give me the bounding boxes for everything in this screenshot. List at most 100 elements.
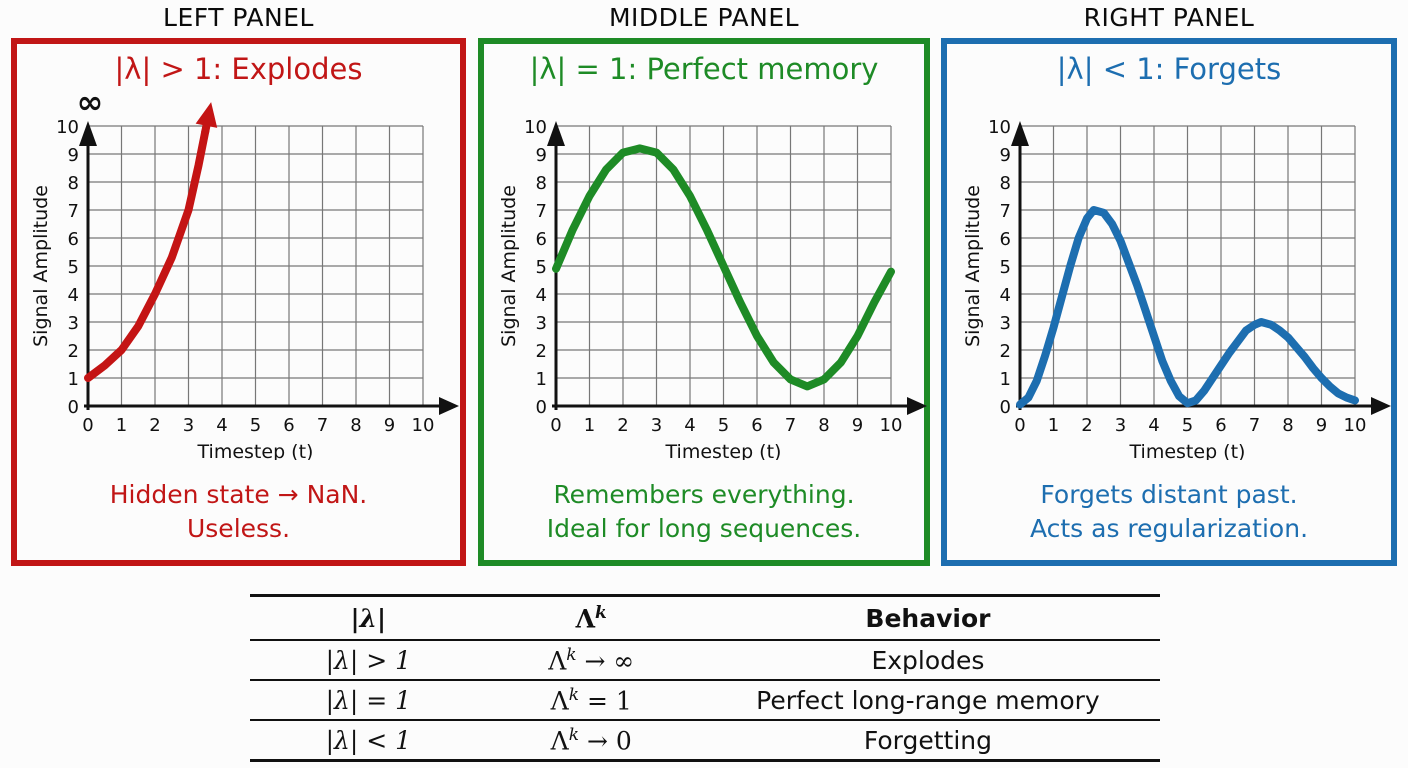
y-tick-label: 5 [68,257,79,278]
x-tick-label: 10 [1344,415,1367,436]
x-axis-label: Timestep (t) [1129,441,1246,460]
infinity-symbol: ∞ [77,88,104,121]
chart-explodes: 0 1 2 3 4 5 6 7 8 9 10 0 1 2 3 4 5 6 7 8 9 10 Timestep (t) Sign… [33,88,459,460]
cell-lambda-k: Λk = 1 [487,685,696,715]
y-tick-label: 4 [68,285,79,306]
x-tick-label: 3 [183,415,194,436]
y-tick-label: 1 [68,369,79,390]
x-tick-label: 4 [684,415,695,436]
y-tick-label: 0 [68,397,79,418]
y-tick-label: 9 [536,145,547,166]
y-tick-label: 4 [536,285,547,306]
x-tick-label: 6 [1215,415,1226,436]
x-tick-label: 2 [149,415,160,436]
y-tick-label: 0 [536,397,547,418]
caption-line: Useless. [186,514,291,543]
y-tick-label: 10 [56,117,79,138]
signal-curve [1016,206,1359,409]
panel-right-title: |λ| < 1: Forgets [1056,52,1282,86]
y-tick-label: 1 [1000,369,1011,390]
x-tick-label: 10 [412,415,435,436]
table-row: |λ| < 1 Λk → 0 Forgetting [250,721,1160,759]
x-tick-label: 5 [718,415,729,436]
panel-left-title: |λ| > 1: Explodes [114,52,363,86]
x-tick-label: 8 [1282,415,1293,436]
cell-lambda: |λ| > 1 [325,645,412,675]
math-base: Λ [575,604,596,634]
x-tick-label: 1 [116,415,127,436]
panel-right-header: RIGHT PANEL [1083,3,1255,32]
y-tick-label: 4 [1000,285,1011,306]
x-tick-label: 0 [1014,415,1025,436]
y-tick-label: 6 [536,229,547,250]
x-tick-label: 7 [785,415,796,436]
cell-behavior: Explodes [871,645,985,675]
x-tick-label: 2 [1081,415,1092,436]
x-tick-label: 7 [317,415,328,436]
y-tick-label: 3 [536,313,547,334]
curve-arrowhead [195,102,218,128]
y-tick-label: 2 [536,341,547,362]
x-tick-label: 8 [818,415,829,436]
cell-lambda-k: Λk → 0 [487,725,696,755]
x-tick-label: 3 [651,415,662,436]
math-base: Λ [550,726,569,756]
caption-line: Ideal for long sequences. [546,514,862,543]
x-axis-arrowhead [1371,397,1391,415]
math-sup: k [595,602,607,623]
x-tick-label: 4 [216,415,227,436]
y-tick-label: 9 [68,145,79,166]
math-base: Λ [548,646,567,676]
math-rest: = 1 [579,686,632,716]
math-sup: k [566,644,577,665]
y-axis-arrowhead [79,121,97,146]
table-header-lambda: |λ| [350,603,387,633]
table-header-lambda-k: Λk [487,603,696,633]
cell-lambda: |λ| < 1 [325,725,412,755]
y-tick-label: 2 [68,341,79,362]
y-tick-label: 10 [524,117,547,138]
panel-middle-title: |λ| = 1: Perfect memory [529,52,879,86]
x-tick-label: 8 [350,415,361,436]
x-axis-label: Timestep (t) [665,441,782,460]
y-tick-label: 7 [536,201,547,222]
y-tick-label: 0 [1000,397,1011,418]
x-tick-label: 1 [1048,415,1059,436]
y-tick-label: 8 [536,173,547,194]
math-rest: → 0 [579,726,632,756]
panel-middle: MIDDLE PANEL |λ| = 1: Perfect memory 0 1 2… [478,0,930,566]
chart-forgets: 0 1 2 3 4 5 6 7 8 9 10 0 1 2 3 4 5 6 7 8 9 10 Timestep (t) Sign… [965,117,1391,460]
y-axis-arrowhead [547,121,565,146]
panel-middle-caption: Remembers everything. Ideal for long seq… [478,478,930,546]
x-tick-label: 0 [82,415,93,436]
math-sup: k [568,684,580,705]
y-tick-label: 6 [68,229,79,250]
table-row: |λ| > 1 Λk → ∞ Explodes [250,641,1160,681]
cell-behavior: Perfect long-range memory [756,685,1100,715]
x-tick-label: 1 [584,415,595,436]
x-axis-arrowhead [439,397,459,415]
x-tick-label: 10 [880,415,903,436]
x-tick-label: 3 [1115,415,1126,436]
y-axis-arrowhead [1011,121,1029,146]
caption-line: Forgets distant past. [1040,480,1298,509]
panel-left-box [11,38,466,566]
y-axis-label: Signal Amplitude [33,185,52,347]
y-tick-label: 5 [536,257,547,278]
x-axis-label: Timestep (t) [197,441,314,460]
y-axis-label: Signal Amplitude [965,185,984,347]
x-tick-label: 2 [617,415,628,436]
panel-middle-box [478,38,930,566]
x-tick-label: 9 [1316,415,1327,436]
panel-right-caption: Forgets distant past. Acts as regulariza… [941,478,1397,546]
panel-left-caption: Hidden state → NaN. Useless. [11,478,466,546]
cell-lambda: |λ| = 1 [325,685,412,715]
y-tick-label: 8 [68,173,79,194]
math-base: Λ [550,686,569,716]
x-tick-label: 7 [1249,415,1260,436]
y-tick-label: 3 [68,313,79,334]
y-tick-label: 6 [1000,229,1011,250]
y-tick-label: 8 [1000,173,1011,194]
cell-lambda-k: Λk → ∞ [487,645,696,675]
